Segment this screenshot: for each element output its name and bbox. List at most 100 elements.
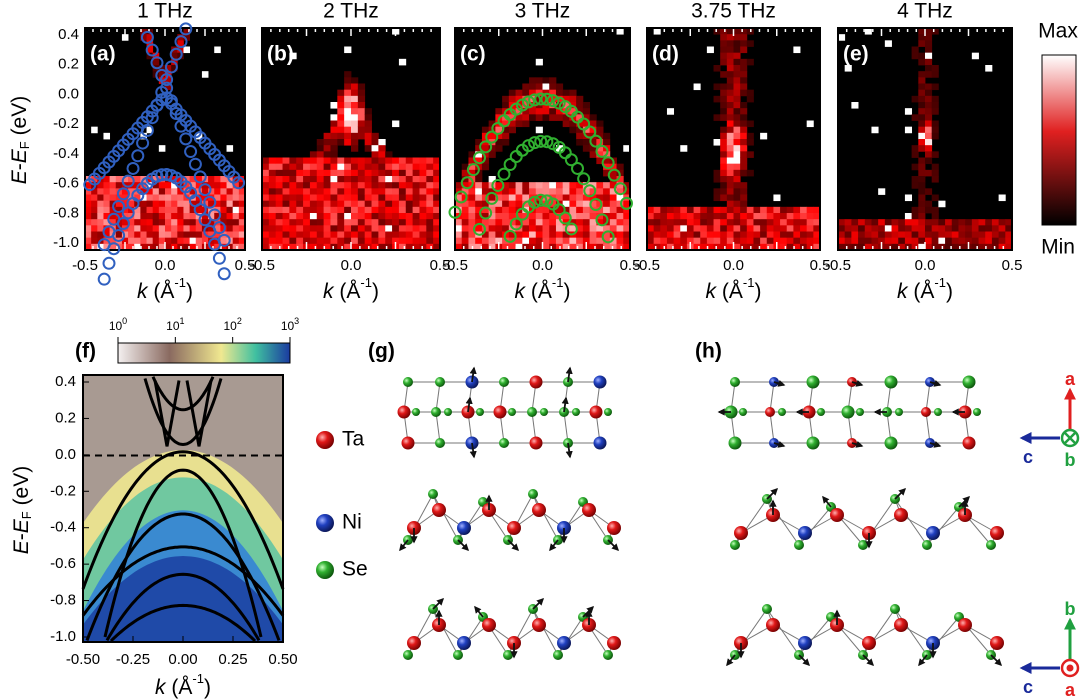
- arpes-pixel: [238, 194, 246, 202]
- arpes-pixel: [282, 182, 290, 189]
- arpes-pixel: [488, 188, 496, 195]
- y-tick-label: -0.4: [53, 145, 79, 162]
- arpes-pixel: [549, 188, 557, 195]
- arpes-pixel: [238, 237, 246, 245]
- arpes-pixel: [475, 188, 483, 195]
- arpes-pixel: [433, 243, 441, 251]
- arpes-pixel: [165, 213, 172, 220]
- arpes-pixel: [344, 114, 352, 121]
- arpes-pixel: [296, 231, 304, 239]
- arpes-pixel: [357, 231, 366, 239]
- arpes-pixel: [426, 237, 434, 245]
- arpes-pixel: [720, 163, 728, 171]
- band-marker: [112, 228, 126, 242]
- arpes-pixel: [938, 231, 946, 239]
- arpes-pixel: [925, 46, 933, 54]
- arpes-pixel: [103, 132, 111, 140]
- displacement-arrow: [532, 597, 545, 610]
- arpes-pixel: [878, 231, 886, 239]
- arpes-pixel: [282, 194, 290, 202]
- arpes-pixel: [85, 182, 92, 189]
- band-marker: [160, 81, 174, 95]
- x-tick-label: -0.50: [66, 651, 100, 668]
- arpes-pixel: [786, 237, 794, 245]
- arpes-pixel: [419, 225, 427, 232]
- arpes-pixel: [529, 83, 537, 91]
- arpes-pixel: [733, 225, 741, 232]
- arpes-pixel: [740, 237, 748, 245]
- x-tick-label: 0.5: [430, 257, 451, 274]
- arpes-pixel: [780, 225, 788, 232]
- arpes-pixel: [426, 157, 434, 165]
- arpes-pixel: [951, 243, 959, 251]
- arpes-pixel: [238, 188, 246, 195]
- arpes-pixel: [800, 243, 808, 251]
- arpes-pixel: [109, 219, 117, 226]
- atom: [958, 618, 972, 632]
- atom: [457, 636, 471, 650]
- arpes-pixel: [475, 157, 483, 165]
- arpes-pixel: [726, 89, 734, 97]
- arpes-pixel: [609, 169, 617, 177]
- arpes-pixel: [733, 28, 741, 35]
- arpes-pixel: [864, 219, 872, 226]
- arpes-pixel: [208, 213, 215, 220]
- arpes-pixel: [208, 188, 215, 195]
- atom: [973, 408, 981, 416]
- arpes-pixel: [183, 243, 191, 251]
- arpes-pixel: [158, 145, 166, 152]
- arpes-pixel: [330, 145, 338, 152]
- colorbar-tick-base: 10: [166, 319, 180, 333]
- arpes-pixel: [851, 237, 859, 245]
- arpes-pixel: [140, 231, 147, 239]
- band-marker: [126, 161, 140, 175]
- arpes-pixel: [303, 219, 311, 226]
- arpes-pixel: [582, 200, 591, 208]
- arpes-pixel: [398, 176, 407, 183]
- atom: [604, 408, 612, 416]
- arpes-pixel: [262, 200, 270, 208]
- arpes-pixel: [309, 182, 318, 189]
- arpes-pixel: [713, 95, 721, 103]
- arpes-pixel: [562, 89, 570, 97]
- arpes-pixel: [385, 219, 393, 226]
- arpes-pixel: [726, 34, 734, 41]
- arpes-pixel: [309, 151, 318, 158]
- y-label-e: E: [10, 539, 33, 554]
- arpes-pixel: [582, 114, 591, 121]
- arpes-pixel: [357, 126, 366, 134]
- arpes-pixel: [931, 28, 939, 35]
- arpes-pixel: [262, 176, 270, 183]
- arpes-pixel: [316, 200, 325, 208]
- arpes-pixel: [232, 182, 240, 189]
- arpes-pixel: [673, 237, 681, 245]
- arpes-pixel: [488, 219, 496, 226]
- arpes-pixel: [238, 200, 246, 208]
- arpes-pixel: [268, 182, 277, 189]
- arpes-pixel: [152, 52, 160, 60]
- atom: [397, 405, 411, 419]
- arpes-pixel: [931, 163, 939, 171]
- arpes-pixel: [275, 176, 283, 183]
- arpes-pixel: [740, 102, 748, 109]
- arpes-pixel: [562, 194, 570, 202]
- displacement-arrow: [469, 442, 477, 459]
- arpes-pixel: [316, 206, 325, 214]
- arpes-pixel: [412, 157, 420, 165]
- arpes-pixel: [502, 132, 510, 140]
- arpes-pixel: [502, 139, 510, 146]
- arpes-pixel: [171, 225, 178, 232]
- atom: [798, 636, 812, 650]
- arpes-pixel: [931, 176, 939, 183]
- arpes-pixel: [364, 206, 372, 214]
- arpes-pixel: [282, 188, 290, 195]
- arpes-pixel: [733, 77, 741, 84]
- arpes-pixel: [316, 213, 325, 220]
- arpes-pixel: [344, 225, 352, 232]
- arpes-pixel: [275, 157, 283, 165]
- arpes-pixel: [508, 126, 516, 134]
- arpes-pixel: [596, 231, 604, 239]
- arpes-pixel: [232, 237, 240, 245]
- arpes-pixel: [85, 194, 92, 202]
- arpes-pixel: [680, 206, 688, 214]
